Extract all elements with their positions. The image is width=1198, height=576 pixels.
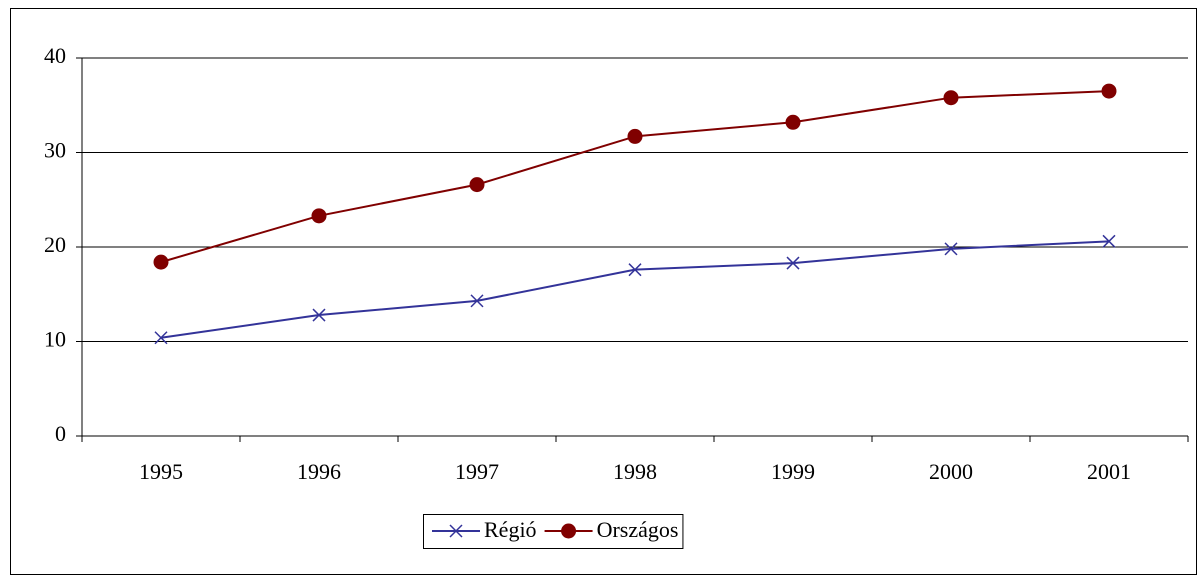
data-point	[312, 308, 326, 322]
y-tick-label: 0	[55, 421, 66, 446]
x-tick-label: 2001	[1087, 459, 1131, 484]
data-point	[627, 128, 643, 144]
x-tick-label: 1996	[297, 459, 341, 484]
data-point	[154, 331, 168, 345]
legend-label: Országos	[597, 517, 679, 542]
data-point	[469, 177, 485, 193]
data-point	[1102, 234, 1116, 248]
data-point	[311, 208, 327, 224]
x-tick-label: 2000	[929, 459, 973, 484]
data-point	[943, 90, 959, 106]
data-point	[785, 114, 801, 130]
legend-marker	[449, 524, 463, 538]
y-tick-label: 40	[44, 43, 66, 68]
chart-frame	[10, 8, 1197, 575]
data-point	[786, 256, 800, 270]
legend-marker	[561, 523, 577, 539]
legend: Régió Országos	[423, 514, 684, 549]
legend-label: Régió	[484, 517, 537, 542]
y-tick-label: 10	[44, 327, 66, 352]
data-point	[470, 294, 484, 308]
y-tick-label: 30	[44, 138, 66, 163]
data-point	[1101, 83, 1117, 99]
x-tick-label: 1999	[771, 459, 815, 484]
data-point	[628, 263, 642, 277]
data-point	[944, 242, 958, 256]
x-tick-label: 1995	[139, 459, 183, 484]
x-tick-label: 1997	[455, 459, 499, 484]
y-tick-label: 20	[44, 232, 66, 257]
x-tick-label: 1998	[613, 459, 657, 484]
data-point	[153, 254, 169, 270]
